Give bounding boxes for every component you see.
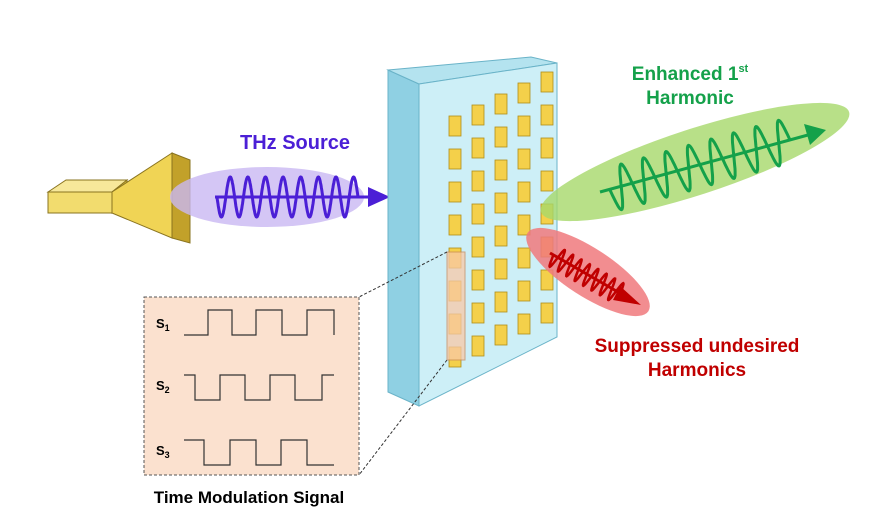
- unit-cell: [494, 192, 508, 214]
- unit-cell: [471, 236, 485, 258]
- unit-cell: [448, 214, 462, 236]
- unit-cell: [517, 115, 531, 137]
- unit-cell: [517, 313, 531, 335]
- unit-cell: [517, 82, 531, 104]
- unit-cell: [471, 203, 485, 225]
- unit-cell: [540, 137, 554, 159]
- unit-cell: [517, 280, 531, 302]
- suppressed-harmonics-label-line1: Suppressed undesired: [595, 336, 800, 357]
- unit-cell: [471, 302, 485, 324]
- unit-cell: [540, 302, 554, 324]
- signal-s2-label: S2: [156, 378, 170, 395]
- enhanced-harmonic-label-line1: Enhanced 1st: [632, 63, 749, 85]
- modulated-column-highlight: [446, 251, 466, 361]
- thz-source-label: THz Source: [240, 132, 350, 154]
- unit-cell: [471, 335, 485, 357]
- suppressed-harmonics-beam: [526, 227, 650, 317]
- time-modulation-box: S1 S2 S3: [143, 296, 360, 476]
- callout-line-top: [358, 251, 448, 298]
- metasurface-panel: [386, 56, 558, 407]
- signal-s3-label: S3: [156, 443, 170, 460]
- unit-cell: [517, 214, 531, 236]
- unit-cell: [471, 170, 485, 192]
- unit-cell: [494, 93, 508, 115]
- signal-s1-waveform: [184, 309, 335, 336]
- enhanced-harmonic-beam: [540, 102, 850, 222]
- unit-cell: [540, 104, 554, 126]
- unit-cell: [494, 291, 508, 313]
- unit-cell: [471, 104, 485, 126]
- unit-cell: [517, 181, 531, 203]
- unit-cell: [448, 181, 462, 203]
- horn-antenna: [46, 152, 191, 244]
- unit-cell: [448, 115, 462, 137]
- enhanced-harmonic-label-line2: Harmonic: [646, 88, 734, 109]
- unit-cell: [540, 170, 554, 192]
- unit-cell: [494, 159, 508, 181]
- unit-cell: [471, 269, 485, 291]
- unit-cell: [540, 71, 554, 93]
- unit-cell: [471, 137, 485, 159]
- unit-cell: [494, 225, 508, 247]
- signal-s2-waveform: [184, 374, 334, 401]
- time-modulation-label: Time Modulation Signal: [154, 488, 344, 507]
- thz-source-beam: [170, 167, 390, 227]
- suppressed-harmonics-label-line2: Harmonics: [648, 360, 746, 381]
- callout-line-bottom: [358, 359, 448, 476]
- unit-cell: [494, 324, 508, 346]
- signal-s3-waveform: [184, 439, 334, 466]
- unit-cell: [517, 247, 531, 269]
- unit-cell: [494, 126, 508, 148]
- unit-cell: [494, 258, 508, 280]
- unit-cell: [448, 148, 462, 170]
- unit-cell: [517, 148, 531, 170]
- signal-s1-label: S1: [156, 316, 170, 333]
